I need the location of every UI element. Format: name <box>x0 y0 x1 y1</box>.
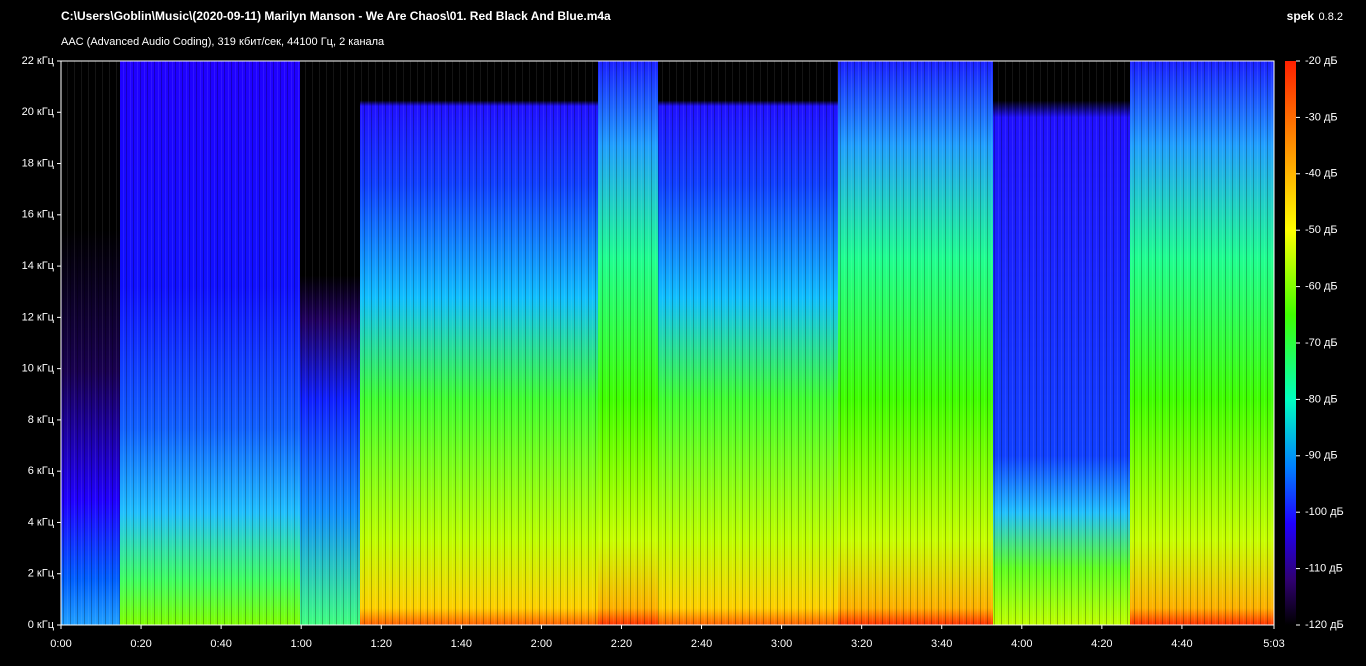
scale-tick-label: -110 дБ <box>1305 563 1343 575</box>
y-tick-label: 22 кГц <box>22 55 55 67</box>
y-tick-label: 0 кГц <box>28 619 55 631</box>
scale-tick-label: -50 дБ <box>1305 224 1338 236</box>
y-tick-label: 20 кГц <box>22 106 55 118</box>
x-tick-label: 2:40 <box>691 638 712 650</box>
scale-tick-label: -60 дБ <box>1305 281 1338 293</box>
x-tick-label: 1:20 <box>371 638 392 650</box>
plot-frame <box>60 60 1275 626</box>
color-scale <box>1285 61 1296 625</box>
x-tick-label: 3:20 <box>851 638 872 650</box>
app-version: 0.8.2 <box>1319 11 1343 23</box>
x-tick-label: 2:00 <box>531 638 552 650</box>
x-tick-label: 1:00 <box>290 638 311 650</box>
scale-tick-label: -80 дБ <box>1305 393 1338 405</box>
scale-tick-label: -20 дБ <box>1305 55 1338 67</box>
x-tick-label: 3:00 <box>771 638 792 650</box>
scale-tick-label: -120 дБ <box>1305 619 1344 631</box>
file-path: C:\Users\Goblin\Music\(2020-09-11) Maril… <box>61 9 611 23</box>
y-tick-label: 8 кГц <box>28 414 55 426</box>
x-tick-label: 1:40 <box>451 638 472 650</box>
axes: 0:00 0:20 0:40 1:00 1:20 1:40 2:00 2:20 2:40 3:00… <box>22 55 1344 650</box>
x-tick-label: 0:40 <box>210 638 231 650</box>
y-tick-label: 16 кГц <box>22 209 55 221</box>
y-tick-label: 12 кГц <box>22 311 55 323</box>
app-name: spek <box>1287 9 1315 23</box>
x-tick-label: 0:20 <box>130 638 151 650</box>
scale-tick-label: -40 дБ <box>1305 168 1338 180</box>
audio-info: AAC (Advanced Audio Coding), 319 кбит/се… <box>61 36 385 48</box>
y-tick-label: 6 кГц <box>28 465 55 477</box>
scale-tick-label: -70 дБ <box>1305 337 1338 349</box>
y-tick-label: 18 кГц <box>22 157 55 169</box>
y-tick-label: 4 кГц <box>28 516 55 528</box>
scale-tick-label: -90 дБ <box>1305 450 1338 462</box>
x-tick-label: 4:00 <box>1011 638 1032 650</box>
x-tick-label: 5:03 <box>1263 638 1284 650</box>
scale-tick-label: -30 дБ <box>1305 111 1338 123</box>
x-tick-label: 0:00 <box>50 638 71 650</box>
scale-tick-label: -100 дБ <box>1305 506 1344 518</box>
x-tick-label: 4:40 <box>1171 638 1192 650</box>
spectrogram <box>61 61 1274 625</box>
y-tick-label: 2 кГц <box>28 568 55 580</box>
y-tick-label: 14 кГц <box>22 260 55 272</box>
x-tick-label: 3:40 <box>931 638 952 650</box>
x-tick-label: 4:20 <box>1091 638 1112 650</box>
y-tick-label: 10 кГц <box>22 363 55 375</box>
x-tick-label: 2:20 <box>611 638 632 650</box>
